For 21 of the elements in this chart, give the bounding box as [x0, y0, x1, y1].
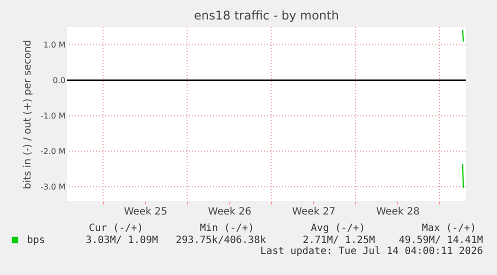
- y-tick-label: 0.0: [52, 76, 66, 85]
- text: 49.59M/ 14.41M: [398, 235, 483, 246]
- x-tick-label: Week 27: [292, 206, 336, 218]
- legend-label: bps: [27, 235, 46, 246]
- x-tick-label: Week 26: [208, 206, 252, 218]
- text: Min (-/+): [200, 223, 254, 234]
- y-tick-label: -3.0 M: [40, 182, 66, 192]
- x-tick-label: Week 28: [376, 206, 420, 218]
- y-tick-label: -2.0 M: [40, 146, 66, 156]
- y-tick-label: 1.0 M: [43, 40, 66, 50]
- y-tick-label: -1.0 M: [40, 111, 66, 120]
- text: 3.03M/ 1.09M: [86, 235, 158, 246]
- text: Max (-/+): [422, 223, 476, 234]
- text: 293.75k/406.38k: [176, 235, 266, 246]
- x-tick-label: Week 25: [124, 206, 168, 218]
- chart-title: ens18 traffic - by month: [194, 8, 339, 22]
- text: Last update: Tue Jul 14 04:00:11 2026: [260, 246, 483, 257]
- text: 2.71M/ 1.25M: [302, 235, 375, 246]
- text: Cur (-/+): [88, 223, 144, 234]
- text: Avg (-/+): [310, 223, 366, 234]
- y-axis-title: bits in (-) / out (+) per second: [22, 40, 34, 190]
